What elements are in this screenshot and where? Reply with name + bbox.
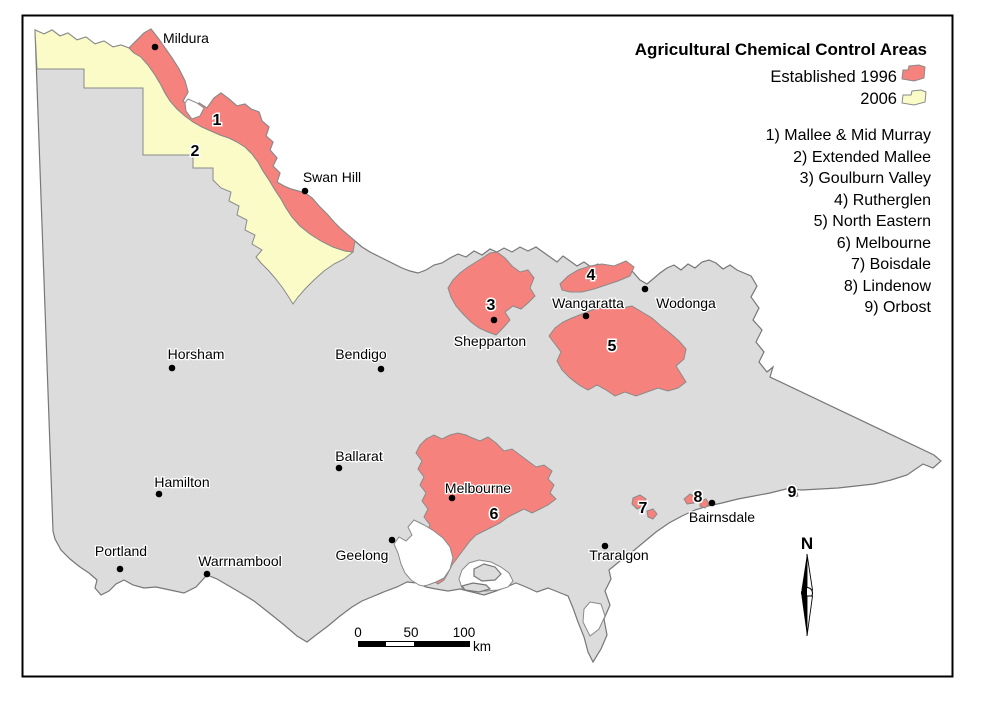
city-dot-geelong [388,536,396,544]
city-labels: Mildura Swan Hill Horsham Bendigo Ballar… [94,29,757,571]
legend-area-item-6: 6) Melbourne [837,235,931,252]
legend-swatch-1996-icon [901,64,926,82]
region-number-labels: 1 2 3 4 5 6 7 8 9 [189,111,798,525]
north-arrow-lower-right [806,595,814,637]
scale-tick-0: 0 [354,625,362,640]
port-phillip-bay [393,519,454,587]
corner-inlet [582,601,606,637]
city-label-shepparton: Shepparton [454,333,526,349]
region-8-lindenow [683,493,697,505]
legend-area-item-7: 7) Boisdale [851,256,931,273]
scale-tick-100: 100 [453,625,476,640]
region-number-2: 2 [191,143,200,160]
north-arrow-label: N [801,534,813,553]
city-dot-portland [116,565,124,573]
city-label-ballarat: Ballarat [335,448,383,464]
region-number-3: 3 [487,297,496,314]
north-arrow: N [801,534,814,637]
region-5-north-eastern [548,304,687,397]
region-number-4: 4 [587,267,596,284]
city-dot-hamilton [155,490,163,498]
city-label-wangaratta: Wangaratta [552,295,624,311]
french-island [473,563,502,582]
region-4-rutherglen [559,260,635,293]
legend-area-item-1: 1) Mallee & Mid Murray [766,127,931,144]
city-dot-bairnsdale [708,499,716,507]
city-dot-mildura [151,43,159,51]
region-7-boisdale-south [646,508,658,520]
region-7-boisdale [631,494,647,510]
city-dot-swan-hill [301,187,309,195]
region-number-9: 9 [788,484,797,501]
city-label-mildura: Mildura [163,30,209,46]
scale-bar-white-segment [386,642,414,646]
legend-swatch-2006-icon [901,89,927,106]
city-label-horsham: Horsham [168,346,225,362]
legend-area-item-5: 5) North Eastern [814,213,931,230]
phillip-island [460,582,492,593]
city-label-geelong: Geelong [336,547,389,563]
city-dot-traralgon [601,542,609,550]
city-label-swan-hill: Swan Hill [303,169,361,185]
legend-label-established-1996: Established 1996 [770,68,897,86]
city-dot-wodonga [641,285,649,293]
legend-area-item-3: 3) Goulburn Valley [800,170,931,187]
city-dot-ballarat [335,464,343,472]
legend-area-list: 1) Mallee & Mid Murray 2) Extended Malle… [766,127,932,316]
legend-area-item-8: 8) Lindenow [844,278,932,295]
region-number-7: 7 [639,500,648,517]
scale-bar: 0 50 100 km [354,625,491,654]
region-number-1: 1 [213,112,222,129]
city-dot-wangaratta [582,312,590,320]
region-number-8: 8 [694,489,703,506]
city-label-melbourne: Melbourne [445,480,511,496]
north-arrow-lower-left [801,596,807,636]
north-arrow-upper-left [801,554,807,590]
city-label-bendigo: Bendigo [335,346,387,362]
city-dot-bendigo [377,365,385,373]
region-9-orbost [792,491,799,498]
city-label-wodonga: Wodonga [656,295,716,311]
legend-title: Agricultural Chemical Control Areas [635,40,927,59]
region-3-goulburn-valley [447,251,536,336]
city-label-bairnsdale: Bairnsdale [689,509,755,525]
region-6-melbourne [415,432,557,585]
city-label-warrnambool: Warrnambool [198,553,282,569]
scale-unit: km [473,639,491,654]
region-8-lindenow-east [699,498,710,509]
region-number-5: 5 [608,338,617,355]
city-label-hamilton: Hamilton [154,474,209,490]
city-label-traralgon: Traralgon [589,547,648,563]
scale-tick-50: 50 [403,625,418,640]
city-dot-horsham [168,364,176,372]
murray-river-notch [184,98,205,120]
city-dot-shepparton [490,316,498,324]
legend-area-item-4: 4) Rutherglen [834,192,931,209]
legend-area-item-2: 2) Extended Mallee [793,149,931,166]
legend: Agricultural Chemical Control Areas Esta… [635,40,932,316]
city-dot-warrnambool [203,570,211,578]
city-label-portland: Portland [95,543,147,559]
city-dots [116,43,716,578]
north-arrow-hub-half [801,587,807,599]
city-dot-melbourne [448,494,456,502]
region-number-6: 6 [490,506,499,523]
legend-area-item-9: 9) Orbost [864,299,931,316]
legend-label-2006: 2006 [860,90,897,108]
